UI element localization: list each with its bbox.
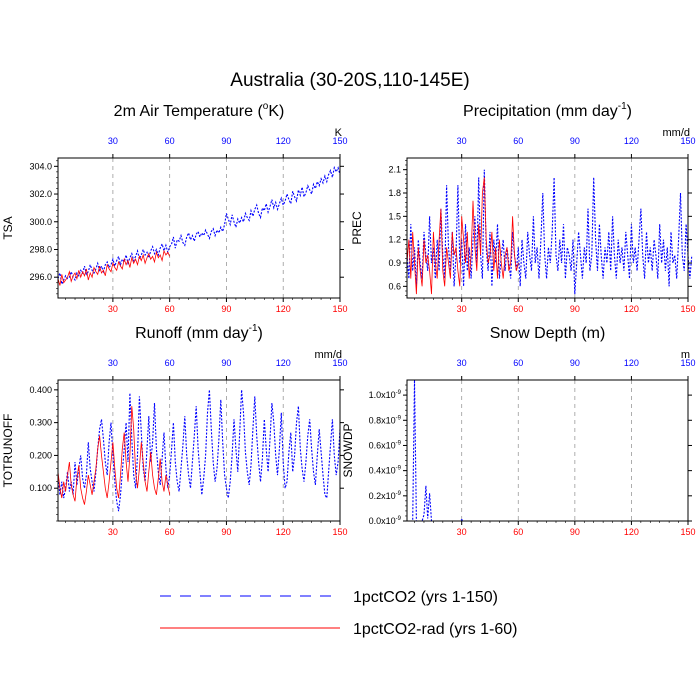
xtick-label-top-runoff-150: 150 bbox=[332, 358, 347, 368]
xtick-label-bottom-prec-60: 60 bbox=[513, 304, 523, 314]
xtick-label-top-snowdp-90: 90 bbox=[570, 358, 580, 368]
xtick-label-bottom-snowdp-60: 60 bbox=[513, 527, 523, 537]
xtick-label-top-runoff-30: 30 bbox=[108, 358, 118, 368]
ytick-label-snowdp-3: 0.6x10-9 bbox=[369, 440, 402, 450]
ytick-label-runoff-2: 0.300 bbox=[29, 418, 52, 428]
xtick-label-bottom-tsa-60: 60 bbox=[165, 304, 175, 314]
xtick-label-bottom-snowdp-150: 150 bbox=[680, 527, 695, 537]
ytick-label-snowdp-1: 0.2x10-9 bbox=[369, 491, 402, 501]
xtick-label-top-runoff-90: 90 bbox=[221, 358, 231, 368]
ytick-label-prec-1: 0.9 bbox=[388, 258, 401, 268]
panel-snowdp: Snow Depth (m) m SNOWDP 0.0x10-9 0.2x10-9 0.4… bbox=[341, 325, 696, 537]
legend-label-1pctco2-rad: 1pctCO2-rad (yrs 1-60) bbox=[353, 621, 518, 638]
xtick-label-top-prec-30: 30 bbox=[457, 136, 467, 146]
xtick-label-top-snowdp-30: 30 bbox=[457, 358, 467, 368]
ylabel-tsa: TSA bbox=[1, 216, 15, 239]
xtick-label-top-prec-120: 120 bbox=[624, 136, 639, 146]
series-line-runoff-1pctco2 bbox=[57, 389, 341, 512]
xtick-label-top-prec-150: 150 bbox=[680, 136, 695, 146]
xtick-label-bottom-prec-120: 120 bbox=[624, 304, 639, 314]
xtick-label-bottom-tsa-120: 120 bbox=[276, 304, 291, 314]
xtick-label-bottom-tsa-150: 150 bbox=[332, 304, 347, 314]
ytick-label-prec-2: 1.2 bbox=[388, 235, 401, 245]
series-line-tsa-1pctco2 bbox=[57, 165, 341, 286]
xtick-label-bottom-prec-30: 30 bbox=[457, 304, 467, 314]
ylabel-runoff: TOTRUNOFF bbox=[1, 414, 15, 488]
panel-title-prec: Precipitation (mm day-1) bbox=[463, 101, 632, 120]
xtick-label-bottom-snowdp-120: 120 bbox=[624, 527, 639, 537]
figure-title: Australia (30-20S,110-145E) bbox=[230, 70, 469, 91]
panel-title-tsa: 2m Air Temperature (oK) bbox=[114, 101, 285, 120]
xtick-label-top-tsa-60: 60 bbox=[165, 136, 175, 146]
ytick-label-tsa-1: 298.0 bbox=[29, 244, 52, 254]
plot-frame-runoff bbox=[57, 379, 341, 522]
ytick-label-snowdp-0: 0.0x10-9 bbox=[369, 516, 402, 526]
xtick-label-bottom-prec-90: 90 bbox=[570, 304, 580, 314]
plot-frame-snowdp bbox=[406, 379, 689, 522]
ytick-label-tsa-2: 300.0 bbox=[29, 217, 52, 227]
ytick-label-prec-4: 1.8 bbox=[388, 188, 401, 198]
panel-title-snowdp: Snow Depth (m) bbox=[490, 325, 606, 342]
ytick-label-runoff-0: 0.100 bbox=[29, 483, 52, 493]
xtick-label-top-tsa-150: 150 bbox=[332, 136, 347, 146]
xtick-label-bottom-runoff-120: 120 bbox=[276, 527, 291, 537]
xtick-label-top-snowdp-150: 150 bbox=[680, 358, 695, 368]
xtick-label-bottom-runoff-60: 60 bbox=[165, 527, 175, 537]
xtick-label-bottom-snowdp-30: 30 bbox=[457, 527, 467, 537]
ylabel-prec: PREC bbox=[350, 211, 364, 245]
series-line-prec-1pctco2 bbox=[406, 169, 693, 295]
series-line-snowdp-1pctco2 bbox=[407, 379, 688, 522]
ytick-label-tsa-0: 296.0 bbox=[29, 272, 52, 282]
xtick-label-top-prec-60: 60 bbox=[513, 136, 523, 146]
units-label-tsa: K bbox=[335, 127, 343, 139]
ytick-label-prec-5: 2.1 bbox=[388, 165, 401, 175]
plot-frame-prec bbox=[406, 157, 689, 299]
xtick-label-top-prec-90: 90 bbox=[570, 136, 580, 146]
xtick-label-top-tsa-90: 90 bbox=[221, 136, 231, 146]
ytick-label-tsa-3: 302.0 bbox=[29, 189, 52, 199]
ytick-label-snowdp-2: 0.4x10-9 bbox=[369, 466, 402, 476]
xtick-label-top-snowdp-60: 60 bbox=[513, 358, 523, 368]
panels: 2m Air Temperature (oK)KTSA296.0298.0300… bbox=[1, 101, 696, 537]
ytick-label-snowdp-5: 1.0x10-9 bbox=[369, 390, 402, 400]
xtick-label-bottom-runoff-150: 150 bbox=[332, 527, 347, 537]
xtick-label-bottom-runoff-90: 90 bbox=[221, 527, 231, 537]
xtick-label-top-tsa-30: 30 bbox=[108, 136, 118, 146]
panel-runoff: Runoff (mm day-1) mm/d TOTRUNOFF 0.100 0.200… bbox=[1, 323, 348, 537]
xtick-label-bottom-runoff-30: 30 bbox=[108, 527, 118, 537]
ytick-label-tsa-4: 304.0 bbox=[29, 161, 52, 171]
plot-frame-tsa bbox=[57, 157, 341, 299]
xtick-label-bottom-tsa-30: 30 bbox=[108, 304, 118, 314]
xtick-label-bottom-snowdp-90: 90 bbox=[570, 527, 580, 537]
legend-label-1pctco2: 1pctCO2 (yrs 1-150) bbox=[353, 589, 498, 606]
series-line-runoff-1pctco2-rad bbox=[57, 406, 171, 505]
panel-tsa: 2m Air Temperature (oK) K TSA 296.0 298.0 300… bbox=[1, 101, 348, 314]
units-label-snowdp: m bbox=[681, 349, 690, 361]
xtick-label-top-snowdp-120: 120 bbox=[624, 358, 639, 368]
ytick-label-runoff-3: 0.400 bbox=[29, 385, 52, 395]
panel-prec: Precipitation (mm day-1) mm/d PREC 0.6 0.9 1.… bbox=[350, 101, 696, 314]
units-label-prec: mm/d bbox=[663, 127, 691, 139]
ylabel-snowdp: SNOWDP bbox=[341, 424, 355, 478]
series-line-tsa-1pctco2-rad bbox=[57, 249, 171, 286]
xtick-label-bottom-tsa-90: 90 bbox=[221, 304, 231, 314]
xtick-label-top-runoff-60: 60 bbox=[165, 358, 175, 368]
ytick-label-runoff-1: 0.200 bbox=[29, 450, 52, 460]
series-line-prec-1pctco2-rad bbox=[406, 177, 519, 295]
units-label-runoff: mm/d bbox=[315, 349, 343, 361]
legend: 1pctCO2 (yrs 1-150) 1pctCO2-rad (yrs 1-6… bbox=[160, 589, 518, 638]
xtick-label-top-runoff-120: 120 bbox=[276, 358, 291, 368]
xtick-label-bottom-prec-150: 150 bbox=[680, 304, 695, 314]
xtick-label-top-tsa-120: 120 bbox=[276, 136, 291, 146]
ytick-label-snowdp-4: 0.8x10-9 bbox=[369, 415, 402, 425]
ytick-label-prec-3: 1.5 bbox=[388, 211, 401, 221]
panel-title-runoff: Runoff (mm day-1) bbox=[135, 323, 263, 342]
ytick-label-prec-0: 0.6 bbox=[388, 281, 401, 291]
